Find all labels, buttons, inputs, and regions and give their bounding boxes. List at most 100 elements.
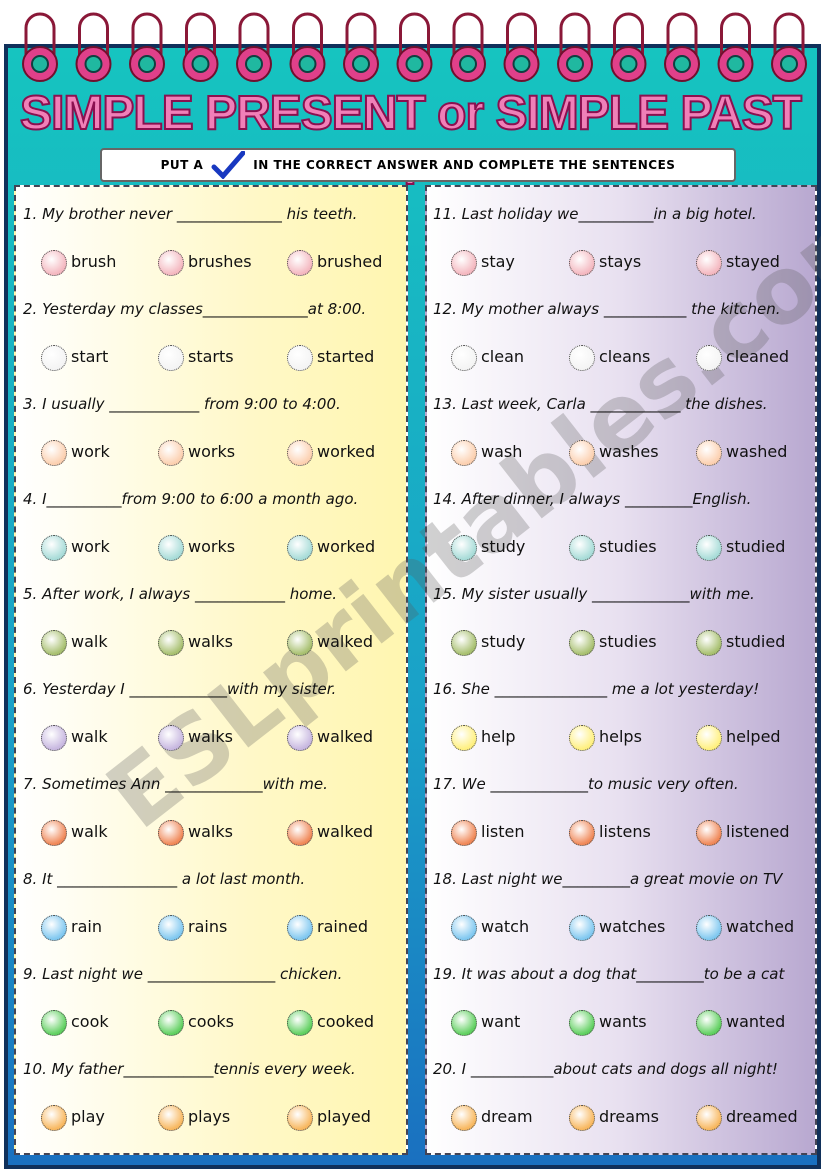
- answer-circle: [696, 630, 722, 656]
- question: 17. We _____________to music very often.: [433, 775, 739, 793]
- answer-circle: [287, 630, 313, 656]
- answer-option: works: [188, 537, 236, 556]
- answer-circle: [287, 915, 313, 941]
- answer-circle: [451, 630, 477, 656]
- question: 11. Last holiday we__________in a big ho…: [433, 205, 757, 223]
- ring: [559, 12, 591, 60]
- answer-circle: [451, 250, 477, 276]
- question: 15. My sister usually _____________with …: [433, 585, 755, 603]
- ring: [292, 12, 323, 60]
- answer-option: walks: [188, 822, 233, 841]
- question: 5. After work, I always ____________ hom…: [23, 585, 338, 603]
- answer-option: cleaned: [726, 347, 790, 366]
- answer-circle: [287, 345, 313, 371]
- answer-option: studies: [599, 537, 657, 556]
- question: 4. I__________from 9:00 to 6:00 a month …: [23, 490, 359, 508]
- answer-option: studies: [599, 632, 657, 651]
- answer-option: dreams: [599, 1107, 659, 1126]
- answer-circle: [451, 725, 477, 751]
- ring: [673, 55, 691, 73]
- answer-circle: [696, 725, 722, 751]
- answer-circle: [41, 820, 67, 846]
- question: 2. Yesterday my classes______________at …: [23, 300, 367, 318]
- answer-option: watched: [726, 917, 795, 936]
- answer-circle: [158, 1010, 184, 1036]
- answer-circle: [569, 250, 595, 276]
- answer-circle: [41, 535, 67, 561]
- answer-circle: [287, 250, 313, 276]
- answer-circle: [158, 345, 184, 371]
- answer-option: washed: [726, 442, 788, 461]
- answer-option: clean: [481, 347, 525, 366]
- question: 16. She _______________ me a lot yesterd…: [433, 680, 760, 698]
- answer-option: played: [317, 1107, 371, 1126]
- answer-option: study: [481, 632, 526, 651]
- answer-circle: [696, 1105, 722, 1131]
- answer-option: plays: [188, 1107, 231, 1126]
- answer-option: started: [317, 347, 375, 366]
- answer-circle: [41, 345, 67, 371]
- ring: [84, 55, 103, 73]
- ring: [345, 12, 377, 60]
- answer-circle: [696, 345, 722, 371]
- answer-option: studied: [726, 537, 786, 556]
- answer-circle: [158, 440, 184, 466]
- left-panel: [14, 185, 408, 1155]
- answer-option: walks: [188, 632, 233, 651]
- answer-option: work: [71, 537, 110, 556]
- ring: [726, 55, 745, 73]
- answer-circle: [158, 630, 184, 656]
- answer-circle: [158, 725, 184, 751]
- question: 19. It was about a dog that_________to b…: [433, 965, 785, 983]
- answer-option: rained: [317, 917, 368, 936]
- ring: [566, 55, 584, 73]
- answer-option: stays: [599, 252, 642, 271]
- answer-circle: [287, 440, 313, 466]
- answer-circle: [696, 535, 722, 561]
- answer-option: studied: [726, 632, 786, 651]
- answer-option: worked: [317, 442, 376, 461]
- answer-option: starts: [188, 347, 234, 366]
- answer-circle: [41, 250, 67, 276]
- checkmark: [211, 151, 246, 179]
- answer-circle: [569, 535, 595, 561]
- answer-circle: [451, 440, 477, 466]
- answer-option: watch: [481, 917, 530, 936]
- question: 7. Sometimes Ann _____________with me.: [23, 775, 328, 793]
- instruction-after: IN THE CORRECT ANSWER AND COMPLETE THE S…: [253, 158, 676, 172]
- answer-option: cook: [71, 1012, 109, 1031]
- ring: [399, 12, 430, 60]
- right-panel: [425, 185, 817, 1155]
- ring: [780, 55, 798, 73]
- ring: [666, 12, 698, 60]
- answer-circle: [569, 345, 595, 371]
- answer-circle: [41, 630, 67, 656]
- answer-option: cooks: [188, 1012, 234, 1031]
- answer-option: walked: [317, 727, 374, 746]
- answer-circle: [41, 915, 67, 941]
- answer-option: walks: [188, 727, 233, 746]
- question: 3. I usually ____________ from 9:00 to 4…: [23, 395, 341, 413]
- answer-circle: [287, 820, 313, 846]
- answer-circle: [287, 1105, 313, 1131]
- answer-circle: [569, 440, 595, 466]
- answer-circle: [569, 1105, 595, 1131]
- answer-option: stay: [481, 252, 515, 271]
- answer-circle: [41, 1105, 67, 1131]
- answer-circle: [451, 1105, 477, 1131]
- answer-option: works: [188, 442, 236, 461]
- answer-option: wants: [599, 1012, 647, 1031]
- ring: [459, 55, 477, 73]
- answer-circle: [158, 820, 184, 846]
- ring: [613, 12, 644, 60]
- question: 14. After dinner, I always _________Engl…: [433, 490, 752, 508]
- instruction: PUT A IN THE CORRECT ANSWER AND COMPLETE…: [100, 148, 736, 182]
- question: 1. My brother never ______________ his t…: [23, 205, 358, 223]
- answer-circle: [569, 820, 595, 846]
- answer-circle: [158, 915, 184, 941]
- spiral-rings: [22, 12, 807, 82]
- ring: [720, 12, 751, 60]
- question: 8. It ________________ a lot last month.: [23, 870, 306, 888]
- answer-option: play: [71, 1107, 105, 1126]
